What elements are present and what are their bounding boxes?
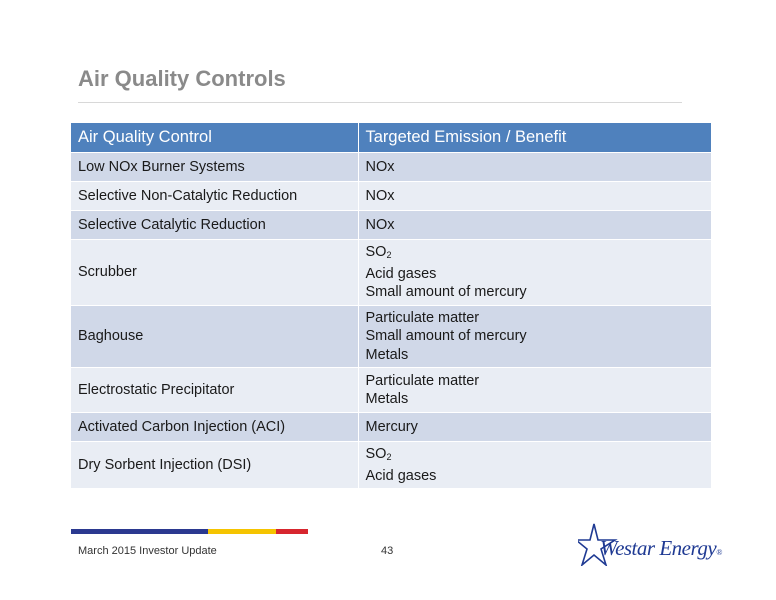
benefit-line: Metals	[365, 346, 409, 363]
benefit-line: SO2	[365, 244, 392, 260]
control-cell: Dry Sorbent Injection (DSI)	[71, 441, 359, 488]
control-cell: Activated Carbon Injection (ACI)	[71, 412, 359, 442]
footer-bar-yellow	[208, 529, 276, 534]
table-row: Low NOx Burner Systems NOx	[71, 152, 712, 182]
table-row: Selective Catalytic Reduction NOx	[71, 210, 712, 240]
header-targeted-emission: Targeted Emission / Benefit	[358, 123, 712, 153]
benefit-line: Particulate matter	[365, 372, 480, 389]
benefit-cell: Particulate matter Small amount of mercu…	[358, 304, 712, 368]
westar-energy-logo: Westar Energy®	[578, 522, 722, 570]
control-cell: Electrostatic Precipitator	[71, 367, 359, 413]
control-cell: Scrubber	[71, 239, 359, 305]
table-row: Activated Carbon Injection (ACI) Mercury	[71, 412, 712, 442]
footer-bar-red	[276, 529, 308, 534]
control-cell: Selective Catalytic Reduction	[71, 210, 359, 240]
benefit-line: NOx	[365, 187, 395, 204]
table-row: Baghouse Particulate matter Small amount…	[71, 304, 712, 368]
control-cell: Baghouse	[71, 304, 359, 368]
benefit-cell: SO2 Acid gases	[358, 441, 712, 488]
benefit-line: Mercury	[365, 418, 418, 435]
page-number: 43	[381, 545, 394, 557]
table-row: Dry Sorbent Injection (DSI) SO2 Acid gas…	[71, 441, 712, 488]
control-cell: Selective Non-Catalytic Reduction	[71, 181, 359, 211]
benefit-cell: NOx	[358, 152, 712, 182]
benefit-line: Acid gases	[365, 467, 437, 484]
table-row: Scrubber SO2 Acid gases Small amount of …	[71, 239, 712, 305]
benefit-line: SO2	[365, 446, 392, 462]
benefit-cell: SO2 Acid gases Small amount of mercury	[358, 239, 712, 305]
air-quality-table: Air Quality Control Targeted Emission / …	[71, 123, 712, 488]
benefit-line: NOx	[365, 158, 395, 175]
benefit-cell: Particulate matter Metals	[358, 367, 712, 413]
table-header-row: Air Quality Control Targeted Emission / …	[71, 123, 712, 153]
benefit-line: Acid gases	[365, 265, 437, 282]
benefit-cell: Mercury	[358, 412, 712, 442]
footer-caption: March 2015 Investor Update	[78, 545, 217, 557]
logo-wordmark: Westar Energy®	[600, 536, 722, 560]
benefit-cell: NOx	[358, 210, 712, 240]
benefit-line: Particulate matter	[365, 309, 480, 326]
page-title: Air Quality Controls	[78, 66, 286, 91]
table-row: Electrostatic Precipitator Particulate m…	[71, 367, 712, 413]
benefit-line: NOx	[365, 216, 395, 233]
westar-star-logo-icon	[578, 523, 618, 566]
title-divider	[78, 102, 682, 103]
benefit-line: Small amount of mercury	[365, 284, 527, 300]
control-cell: Low NOx Burner Systems	[71, 152, 359, 182]
benefit-cell: NOx	[358, 181, 712, 211]
benefit-line: Small amount of mercury	[365, 328, 527, 344]
benefit-line: Metals	[365, 391, 409, 407]
table-row: Selective Non-Catalytic Reduction NOx	[71, 181, 712, 211]
footer-bar-blue	[71, 529, 208, 534]
header-air-quality-control: Air Quality Control	[71, 123, 359, 153]
